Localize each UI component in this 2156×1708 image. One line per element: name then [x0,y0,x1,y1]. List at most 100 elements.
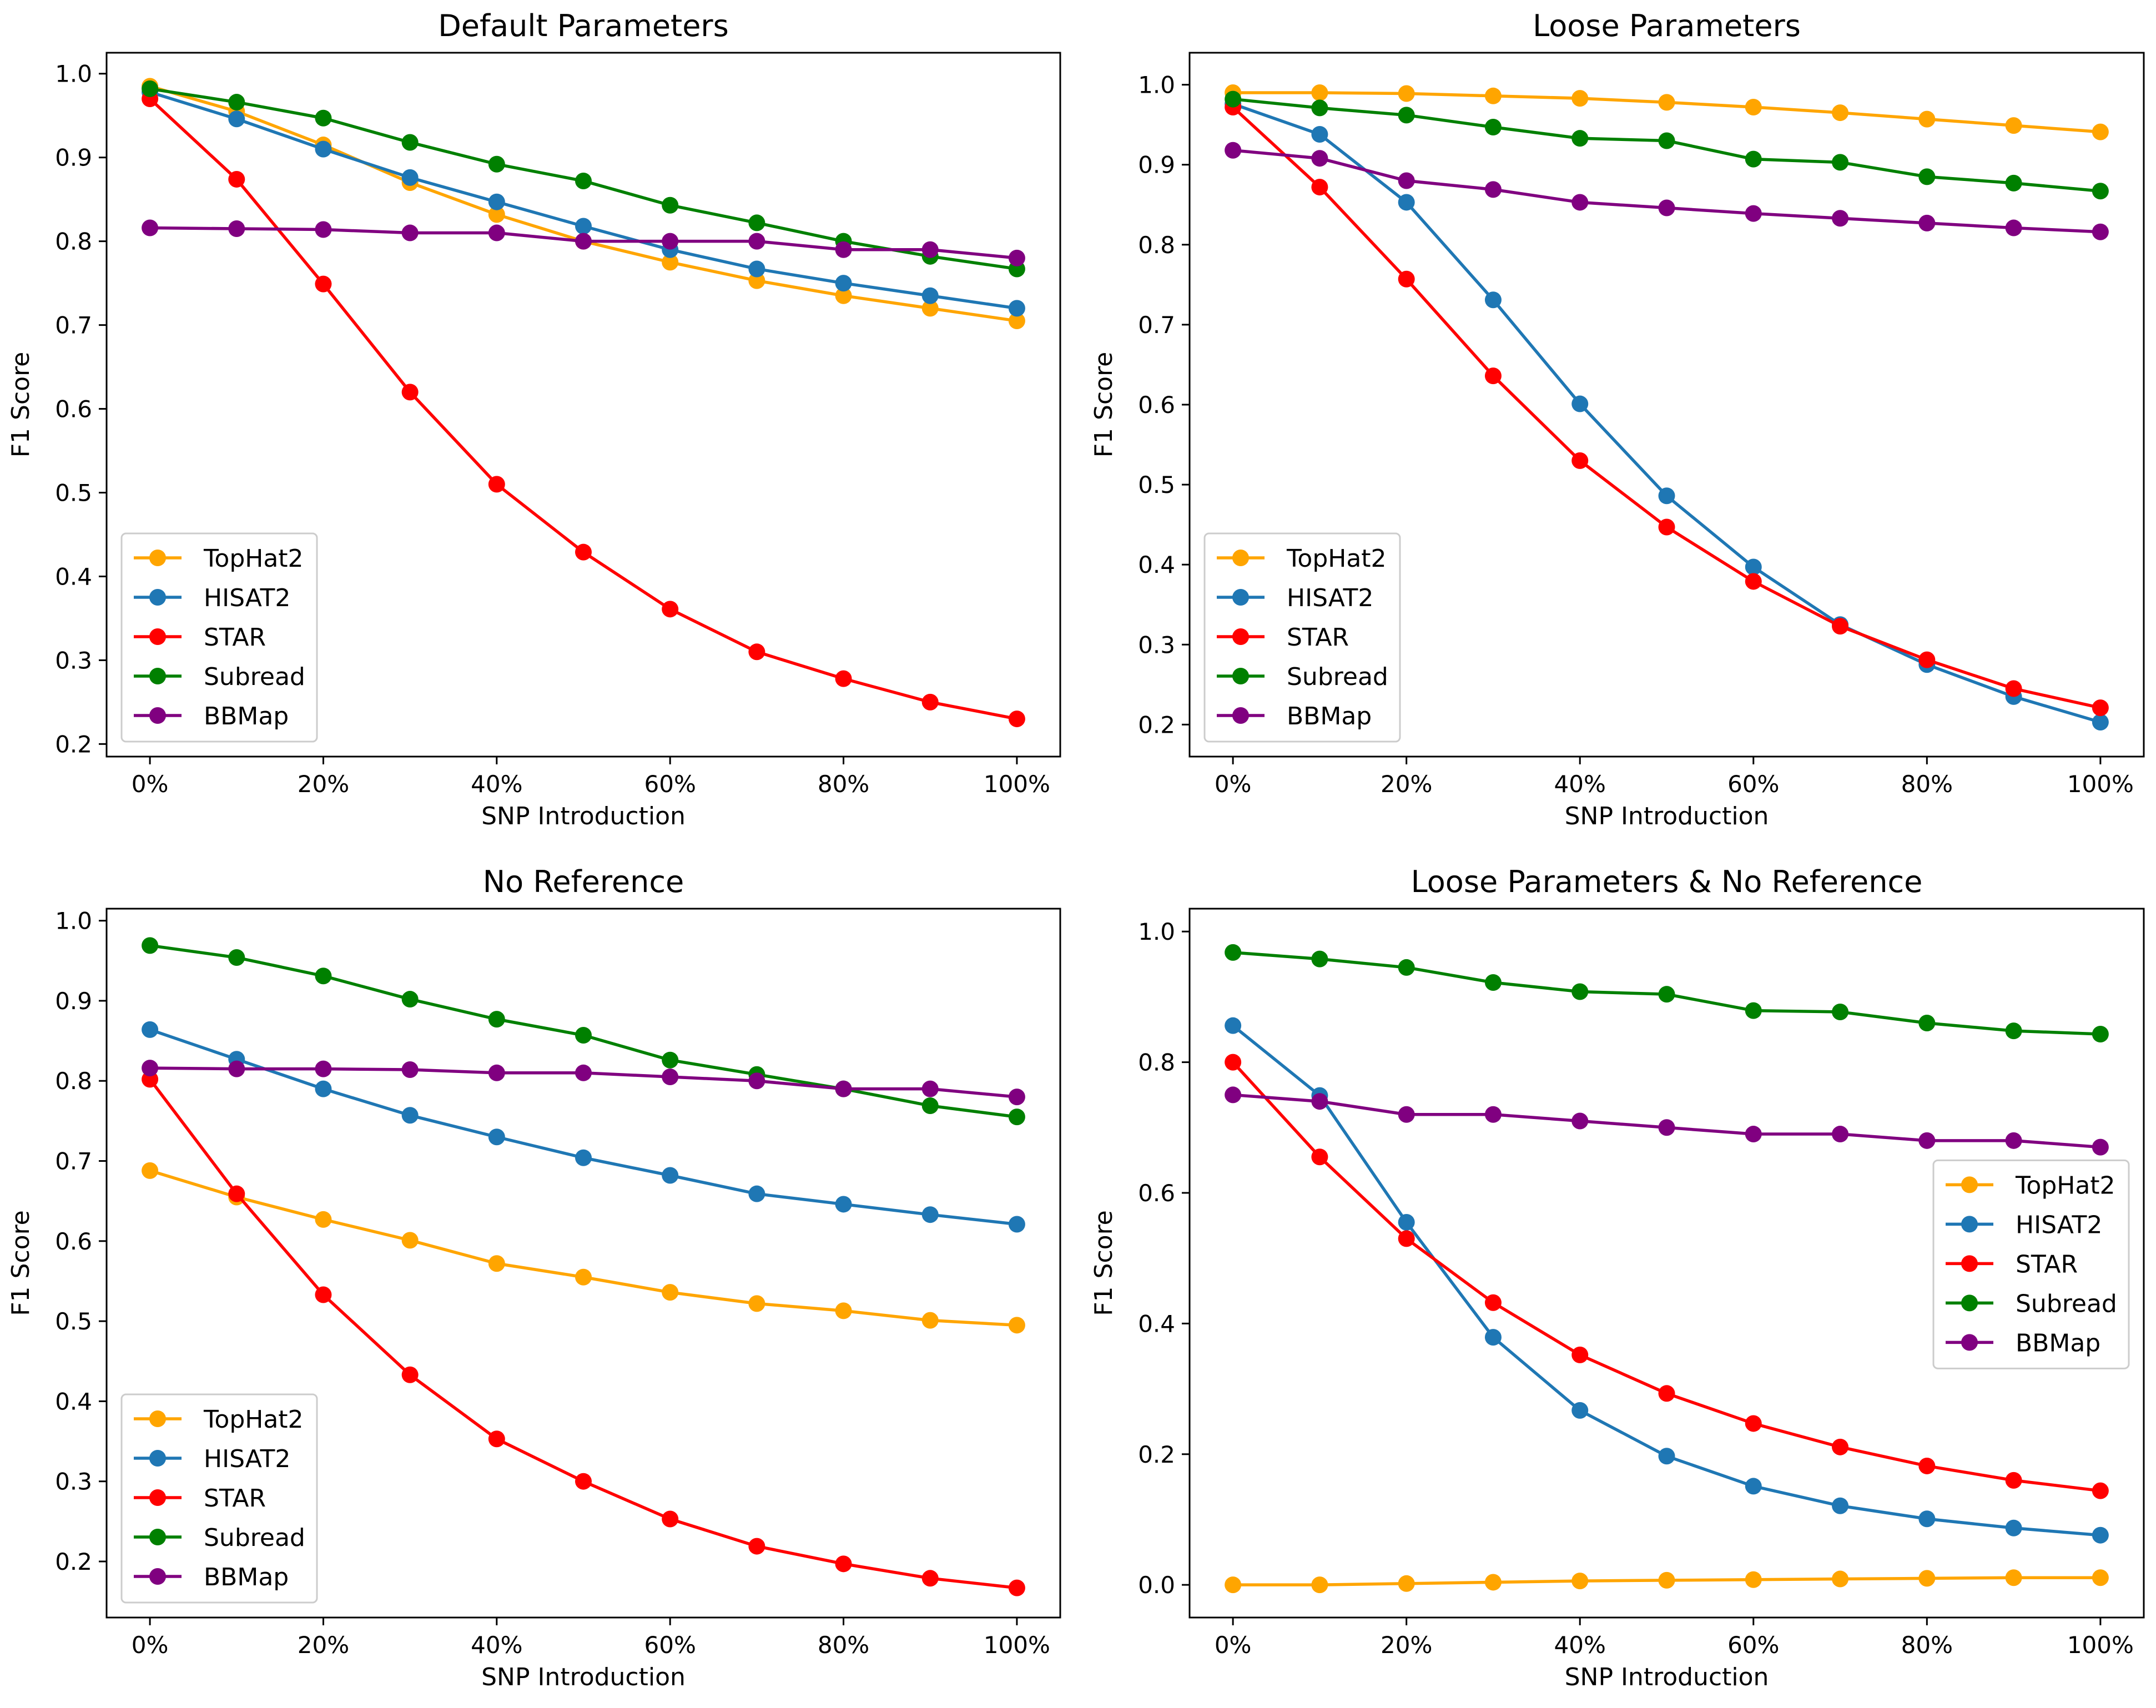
y-tick-label: 0.8 [1138,1049,1175,1076]
data-point-star [1658,1385,1675,1402]
data-point-subread [2092,1025,2109,1042]
legend-marker-tophat2 [1232,550,1249,566]
data-point-bbmap [748,1072,765,1090]
data-point-hisat2 [2092,714,2109,731]
data-point-hisat2 [1658,487,1675,505]
data-point-tophat2 [1484,87,1502,104]
data-point-subread [1658,132,1675,149]
data-point-bbmap [1311,1093,1328,1110]
data-point-hisat2 [228,110,245,128]
y-tick-label: 0.9 [55,144,92,172]
data-point-bbmap [835,1080,852,1097]
data-point-bbmap [1658,1119,1675,1136]
y-tick-label: 0.2 [55,1548,92,1575]
legend-marker-bbmap [149,707,166,724]
plot-frame [105,908,1061,1619]
data-point-subread [401,991,419,1008]
y-tick-label: 0.5 [55,1308,92,1335]
legend-label: STAR [204,623,266,652]
data-point-star [835,1555,852,1573]
data-point-hisat2 [401,169,419,186]
legend-marker-bbmap [1961,1334,1978,1351]
data-point-star [2005,680,2022,697]
x-tick-label: 100% [984,770,1050,798]
x-axis-label: SNP Introduction [481,802,686,830]
y-tick-label: 0.2 [55,730,92,758]
chart-title: Default Parameters [438,8,729,43]
data-point-bbmap [1658,199,1675,216]
data-point-bbmap [228,220,245,237]
data-point-subread [228,949,245,966]
data-point-star [1008,1579,1025,1596]
y-tick-label: 0.6 [55,1228,92,1255]
data-point-subread [488,1011,505,1028]
data-point-bbmap [921,1080,939,1097]
data-point-bbmap [1398,1106,1415,1123]
y-tick-label: 0.7 [55,312,92,339]
data-point-tophat2 [401,1232,419,1249]
y-tick-label: 1.0 [1138,918,1175,945]
y-axis-label: F1 Score [7,352,35,458]
legend-label: HISAT2 [1287,584,1373,612]
x-tick-label: 60% [1727,1631,1779,1659]
x-tick-label: 20% [1381,1631,1432,1659]
legend-marker-subread [149,1529,166,1545]
y-tick-label: 0.6 [1138,1180,1175,1207]
data-point-hisat2 [575,1149,592,1166]
data-point-subread [1484,974,1502,991]
legend-label: TopHat2 [203,545,304,573]
legend-marker-star [149,628,166,645]
legend-box [1203,532,1401,743]
x-tick-label: 20% [1381,770,1432,798]
data-point-star [2005,1472,2022,1489]
legend-label: HISAT2 [204,1445,290,1473]
data-point-tophat2 [488,206,505,223]
data-point-bbmap [1832,210,1849,227]
data-point-tophat2 [1311,84,1328,102]
data-point-tophat2 [1658,1571,1675,1589]
data-point-subread [1832,154,1849,171]
data-point-bbmap [1008,1089,1025,1106]
data-point-bbmap [1398,172,1415,189]
data-point-hisat2 [1398,194,1415,211]
data-point-tophat2 [1008,1317,1025,1334]
data-point-star [1484,1294,1502,1311]
data-point-bbmap [2005,1132,2022,1149]
x-tick-label: 40% [471,1631,522,1659]
data-point-tophat2 [2005,117,2022,134]
data-point-bbmap [142,1060,159,1077]
legend-label: STAR [204,1484,266,1513]
data-point-tophat2 [575,1268,592,1286]
legend-marker-hisat2 [149,589,166,606]
data-point-bbmap [488,1064,505,1081]
legend-marker-bbmap [1232,707,1249,724]
x-tick-label: 80% [818,770,869,798]
data-point-star [315,275,332,293]
data-point-subread [1571,130,1589,147]
y-tick-label: 0.6 [1138,391,1175,419]
series-line-hisat2 [149,90,1017,310]
data-point-bbmap [662,233,679,250]
data-point-bbmap [401,224,419,241]
data-point-tophat2 [2092,1569,2109,1586]
x-tick-label: 0% [1215,1631,1252,1659]
data-point-bbmap [1571,194,1589,211]
chart-panel-1: Default Parameters 0% 20% 40% 60% 80% 100% 0.2 0… [7,8,1061,830]
legend-label: HISAT2 [2016,1211,2102,1239]
x-tick-label: 20% [298,1631,349,1659]
data-point-hisat2 [835,275,852,292]
data-point-tophat2 [1745,98,1762,115]
data-point-bbmap [142,219,159,236]
legend-marker-tophat2 [149,550,166,566]
y-tick-label: 0.6 [55,396,92,423]
data-point-star [921,693,939,711]
data-point-hisat2 [2092,1526,2109,1544]
x-axis-label: SNP Introduction [1565,1663,1769,1691]
data-point-bbmap [1745,205,1762,222]
x-tick-label: 80% [1901,1631,1953,1659]
data-point-tophat2 [1225,1576,1242,1594]
legend-label: BBMap [1287,702,1372,730]
legend-marker-hisat2 [149,1450,166,1467]
data-point-subread [1484,119,1502,136]
chart-panel-3: No Reference 0% 20% 40% 60% 80% 100% 0.2 0.3 0.4 0… [7,864,1061,1691]
